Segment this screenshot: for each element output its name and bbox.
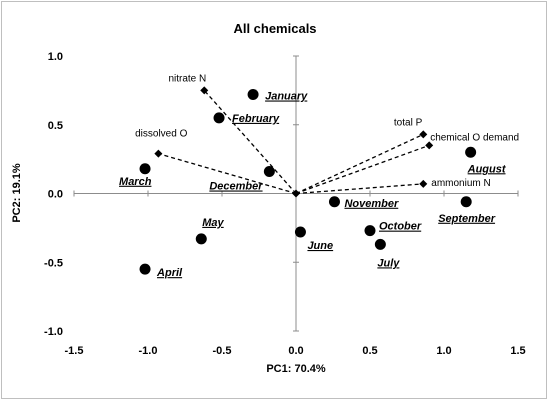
score-point (195, 233, 207, 245)
score-points: January February March December May April June… (119, 89, 507, 279)
x-tick-label: 0.5 (362, 345, 377, 357)
loading-vector (295, 133, 424, 195)
x-tick-label: 1.0 (436, 345, 451, 357)
y-tick-label: 0.0 (48, 189, 63, 201)
loading-vector (295, 144, 430, 195)
loading-label: total P (394, 117, 423, 128)
loading-label: ammonium N (431, 178, 490, 189)
score-label: June (307, 240, 333, 252)
score-label: January (265, 91, 308, 103)
score-label: September (438, 213, 496, 225)
x-tick-label: 0.0 (288, 345, 303, 357)
score-point (294, 226, 306, 238)
loading-lines (158, 89, 430, 195)
loading-marker (419, 130, 428, 139)
axes: -1.5 -1.0 -0.5 0.0 0.5 1.0 1.5-1.0-0.50.00.51.… (44, 51, 526, 357)
score-point (374, 238, 386, 250)
score-label: October (379, 221, 422, 233)
x-tick-label: -0.5 (213, 345, 232, 357)
y-tick-label: 0.5 (48, 120, 63, 132)
score-point (139, 263, 151, 275)
loading-markers: nitrate N dissolved O total P chemical O de… (135, 73, 519, 198)
y-tick-label: 1.0 (48, 51, 63, 63)
loading-label: dissolved O (135, 129, 187, 140)
loading-marker (200, 86, 209, 95)
score-label: November (344, 198, 399, 210)
x-tick-label: -1.5 (65, 345, 84, 357)
score-label: March (119, 176, 152, 188)
score-label: August (467, 163, 507, 175)
loading-marker (419, 179, 428, 188)
score-point (263, 166, 275, 177)
score-point (247, 89, 259, 100)
y-axis-label: PC2: 19.1% (11, 163, 23, 223)
loading-vector (158, 153, 297, 195)
score-point (213, 112, 225, 124)
score-point (460, 196, 472, 208)
loading-label: chemical O demand (430, 132, 519, 143)
loading-marker (425, 141, 434, 150)
score-label: July (377, 257, 400, 269)
y-tick-label: -1.0 (44, 326, 63, 338)
x-axis-label: PC1: 70.4% (266, 363, 326, 375)
score-point (139, 163, 151, 175)
score-label: December (209, 181, 263, 193)
chart-title: All chemicals (233, 21, 316, 36)
y-tick-label: -0.5 (44, 257, 63, 269)
loading-vector (295, 183, 424, 195)
loading-marker (154, 149, 163, 158)
score-point (328, 196, 340, 208)
x-tick-label: 1.5 (510, 345, 525, 357)
origin-marker (292, 189, 300, 198)
score-label: February (232, 113, 280, 125)
score-point (465, 146, 477, 158)
loading-vector (203, 89, 297, 194)
x-tick-label: -1.0 (139, 345, 158, 357)
score-label: April (156, 267, 183, 279)
score-label: May (202, 217, 224, 229)
score-point (364, 225, 376, 237)
loading-label: nitrate N (168, 73, 206, 84)
